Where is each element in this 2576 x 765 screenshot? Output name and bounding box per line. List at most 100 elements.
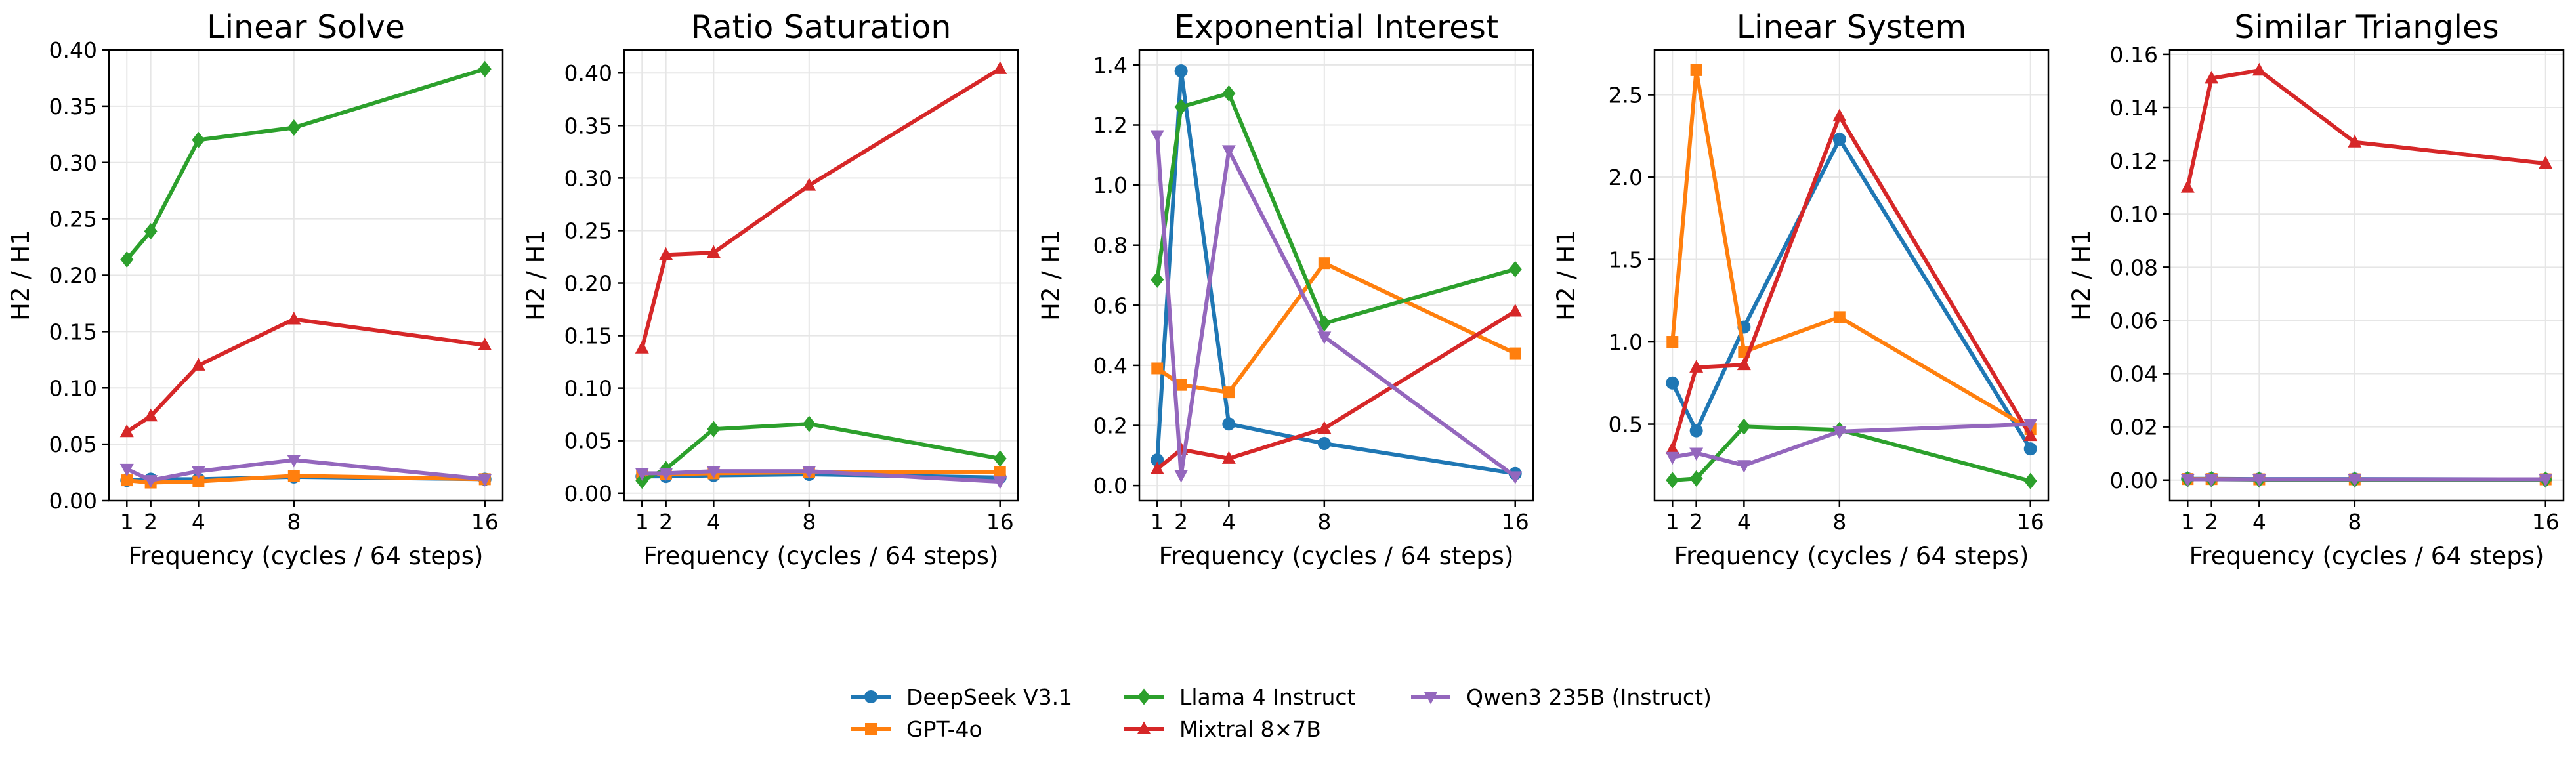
legend-label: DeepSeek V3.1 xyxy=(906,684,1072,710)
series-qwen3-235b-instruct xyxy=(1150,130,1523,484)
data-point xyxy=(2023,428,2038,442)
legend-label: Qwen3 235B (Instruct) xyxy=(1466,684,1712,710)
x-axis-label: Frequency (cycles / 64 steps) xyxy=(1159,542,1514,570)
data-point xyxy=(993,61,1007,74)
data-point xyxy=(802,415,816,432)
x-tick-label: 16 xyxy=(471,509,499,535)
y-tick-label: 0.8 xyxy=(1093,233,1128,258)
series-qwen3-235b-instruct xyxy=(2180,474,2553,487)
legend-marker xyxy=(1424,692,1438,705)
legend-marker xyxy=(1137,688,1151,705)
data-point xyxy=(1317,436,1331,450)
x-axis-label: Frequency (cycles / 64 steps) xyxy=(644,542,999,570)
data-point xyxy=(1832,108,1847,122)
y-tick-label: 0.00 xyxy=(49,488,97,514)
data-point xyxy=(1665,441,1679,455)
y-tick-label: 0.12 xyxy=(2110,148,2158,174)
chart-title: Ratio Saturation xyxy=(691,9,952,46)
x-tick-label: 4 xyxy=(1737,509,1751,535)
series-mixtral-8-7b xyxy=(1665,108,2038,455)
series-line xyxy=(1670,68,2032,431)
series-qwen3-235b-instruct xyxy=(119,455,492,488)
plot-frame xyxy=(1653,49,2050,502)
data-point xyxy=(1666,336,1679,348)
data-point xyxy=(119,424,134,438)
y-tick-label: 0.15 xyxy=(564,323,612,349)
legend-entry-deepseek-v3-1: DeepSeek V3.1 xyxy=(851,684,1072,710)
data-point xyxy=(1175,379,1187,391)
series-llama-4-instruct xyxy=(120,60,492,268)
legend-label: Llama 4 Instruct xyxy=(1179,684,1356,710)
series-line xyxy=(1670,137,2033,450)
data-point xyxy=(1737,460,1751,473)
chart-title: Exponential Interest xyxy=(1174,9,1498,46)
legend-entry-llama-4-instruct: Llama 4 Instruct xyxy=(1124,684,1356,710)
x-tick-label: 4 xyxy=(192,509,205,535)
series-mixtral-8-7b xyxy=(119,311,492,438)
legend: DeepSeek V3.1 GPT-4o Llama 4 Instruct Mixtr… xyxy=(851,684,1712,742)
y-tick-label: 0.05 xyxy=(564,428,612,454)
y-tick-label: 0.16 xyxy=(2110,42,2158,68)
y-tick-label: 0.20 xyxy=(564,271,612,297)
data-point xyxy=(1689,470,1703,487)
chart-panel-exponential-interest: 1 2 4 8 16 0.0 0.2 0.4 0.6 0.8 1.0 1.2 1.4 Exponentia… xyxy=(1037,9,1534,570)
data-point xyxy=(1221,451,1236,464)
y-tick-label: 0.10 xyxy=(564,376,612,402)
series-gpt-4o xyxy=(1151,257,1521,399)
y-tick-label: 0.00 xyxy=(2110,468,2158,493)
chart-panel-ratio-saturation: 1 2 4 8 16 0.00 0.05 0.10 0.15 0.20 0.25 0.30 0.35 0.… xyxy=(522,9,1019,570)
x-tick-label: 16 xyxy=(2532,509,2560,535)
y-axis-label: H2 / H1 xyxy=(7,230,35,321)
data-point xyxy=(478,337,492,350)
data-point xyxy=(1509,347,1521,360)
x-tick-label: 16 xyxy=(986,509,1014,535)
data-point xyxy=(1318,257,1330,270)
data-point xyxy=(144,223,158,240)
data-point xyxy=(191,358,205,371)
x-tick-label: 1 xyxy=(1666,509,1679,535)
x-tick-label: 8 xyxy=(1832,509,1846,535)
y-tick-label: 0.08 xyxy=(2110,255,2158,280)
x-tick-label: 4 xyxy=(1222,509,1236,535)
chart-panel-linear-system: 1 2 4 8 16 0.5 1.0 1.5 2.0 2.5 Linear System Freque… xyxy=(1552,9,2050,570)
y-axis-label: H2 / H1 xyxy=(1037,230,1065,321)
data-point xyxy=(1508,471,1523,484)
series-line xyxy=(125,317,486,434)
series-line xyxy=(2185,68,2546,188)
series-line xyxy=(1672,424,2031,484)
plot-frame xyxy=(2168,49,2565,502)
data-point xyxy=(1150,461,1164,474)
data-point xyxy=(1689,447,1704,461)
plot-frame xyxy=(623,49,1019,502)
x-axis-label: Frequency (cycles / 64 steps) xyxy=(129,542,484,570)
data-point xyxy=(191,466,205,479)
legend-marker xyxy=(864,690,877,703)
x-tick-label: 1 xyxy=(120,509,134,535)
chart-title: Linear System xyxy=(1737,9,1967,46)
legend-entry-qwen3-235b-instruct: Qwen3 235B (Instruct) xyxy=(1411,684,1712,710)
data-point xyxy=(1174,64,1188,78)
data-point xyxy=(2023,419,2038,432)
data-point xyxy=(2205,70,2219,84)
data-point xyxy=(1150,130,1164,144)
data-point xyxy=(635,468,649,481)
y-tick-label: 0.04 xyxy=(2110,362,2158,387)
y-tick-label: 0.10 xyxy=(2110,201,2158,227)
data-point xyxy=(2023,472,2037,489)
y-tick-label: 0.0 xyxy=(1093,473,1128,499)
data-point xyxy=(1151,453,1164,467)
data-point xyxy=(1174,470,1189,483)
series-line xyxy=(125,67,486,261)
data-point xyxy=(994,466,1006,478)
chart-title: Similar Triangles xyxy=(2234,9,2499,46)
data-point xyxy=(1832,133,1846,146)
data-point xyxy=(2539,474,2553,487)
plot-frame xyxy=(1138,49,1534,502)
data-point xyxy=(287,311,301,325)
y-axis-label: H2 / H1 xyxy=(2067,230,2096,321)
x-tick-label: 1 xyxy=(1151,509,1164,535)
data-point xyxy=(706,245,721,258)
x-tick-label: 1 xyxy=(635,509,649,535)
x-tick-label: 4 xyxy=(2252,509,2266,535)
